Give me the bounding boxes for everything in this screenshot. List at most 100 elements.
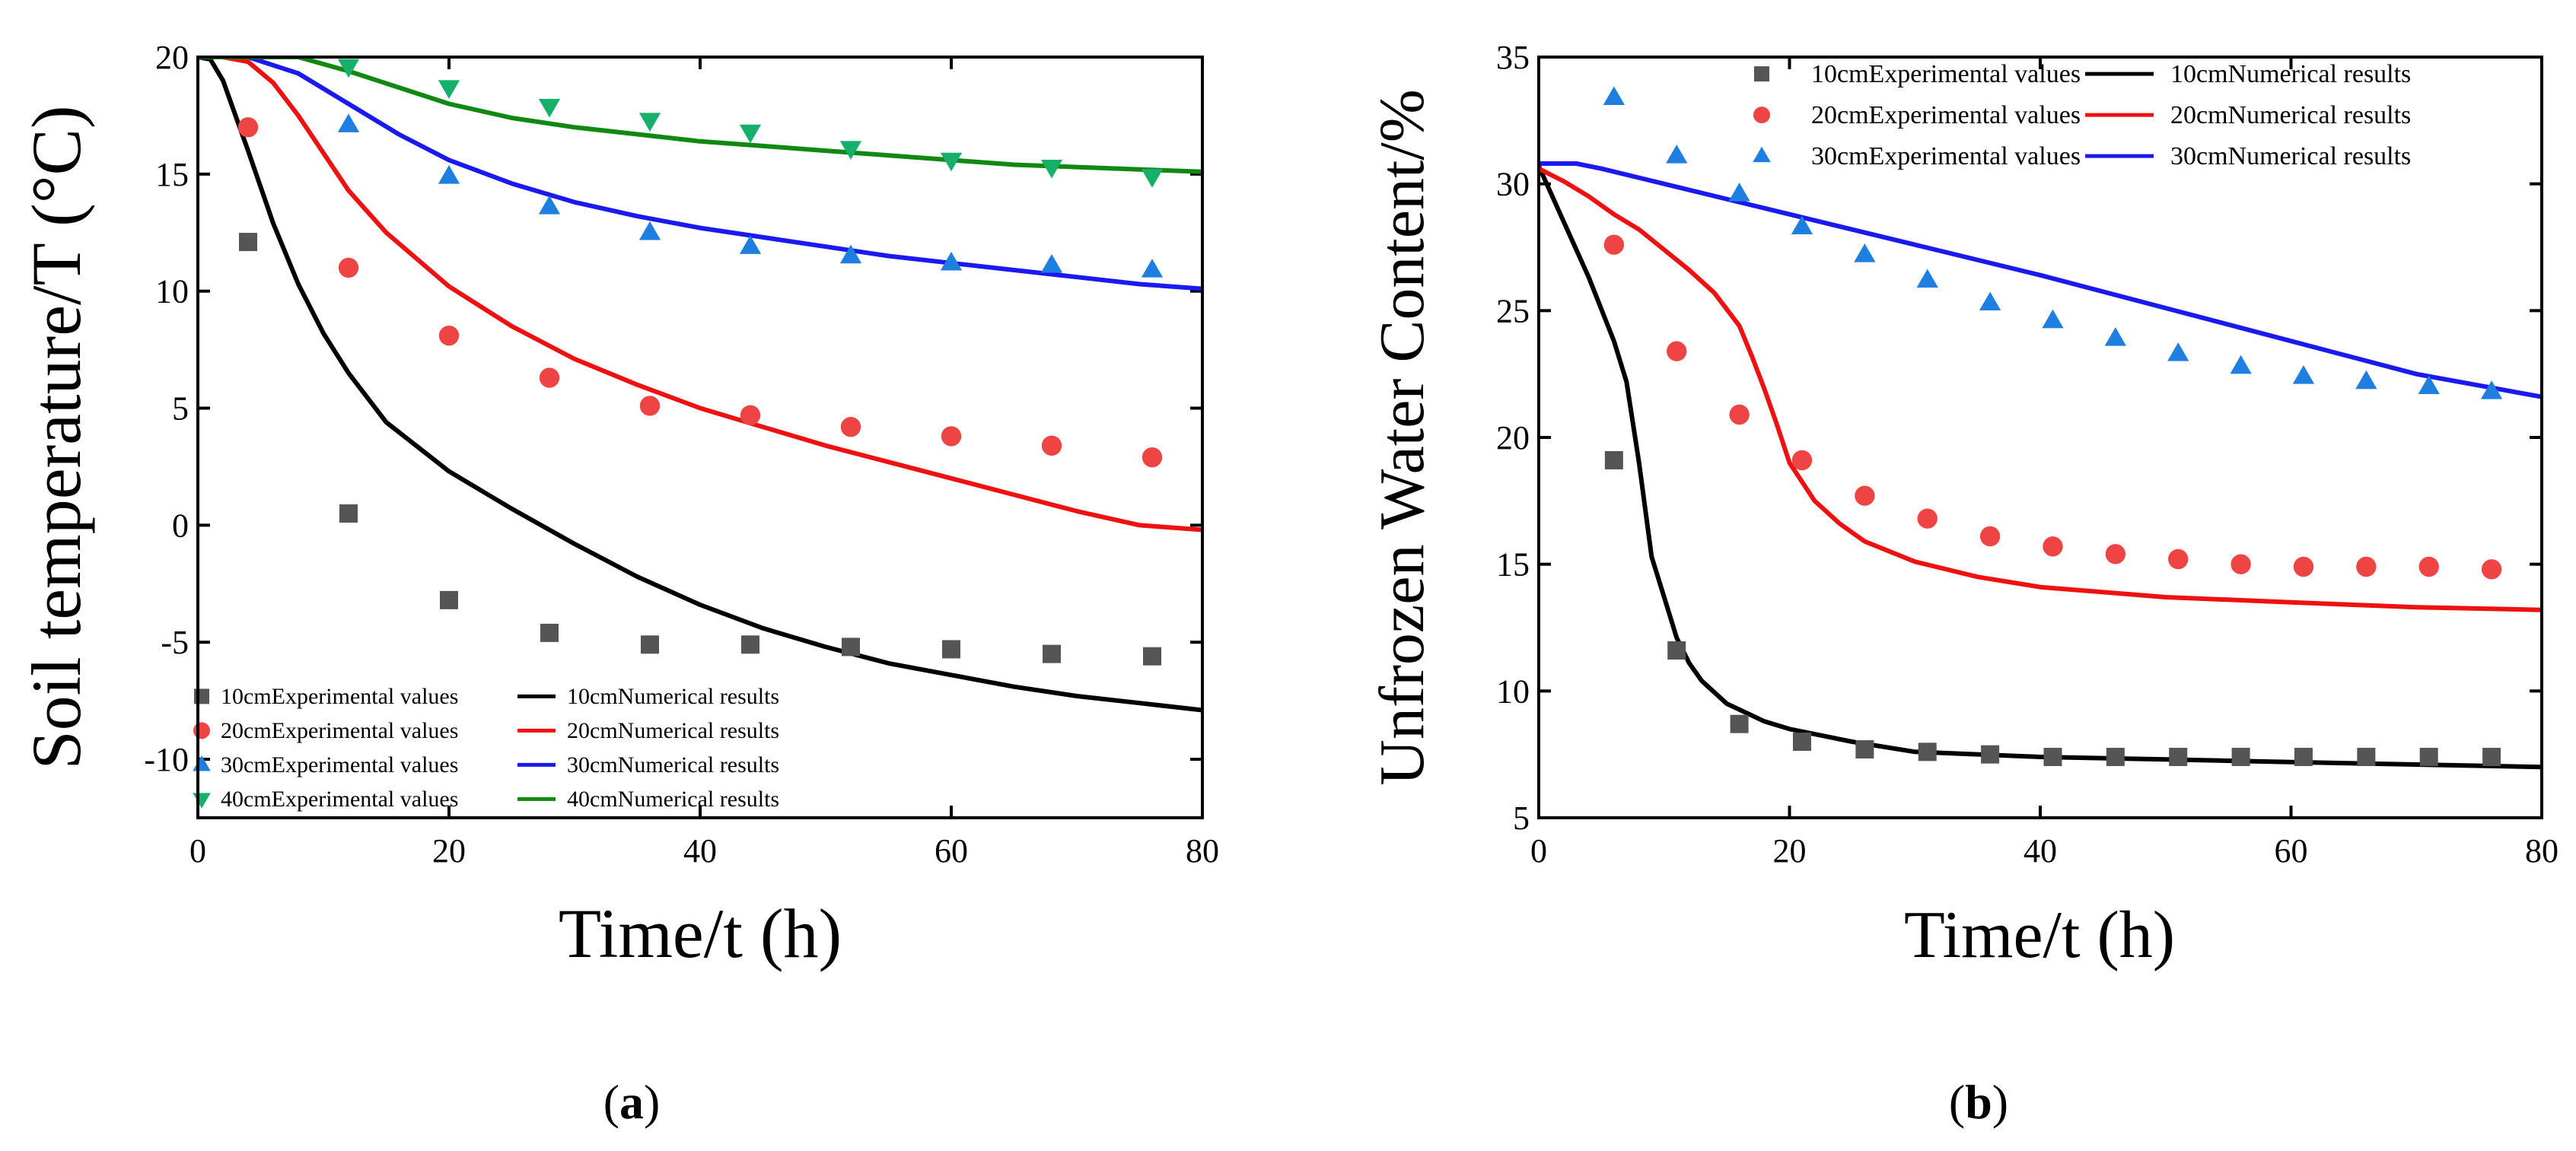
data-point-a-3 (538, 98, 561, 118)
data-point-b-0 (2294, 748, 2313, 766)
data-point-a-3 (940, 152, 963, 172)
y-tick-label-a: 20 (155, 39, 189, 76)
data-point-b-2 (2355, 370, 2377, 389)
data-point-a-0 (842, 638, 860, 657)
data-point-b-1 (1855, 485, 1875, 506)
data-point-b-0 (2482, 748, 2501, 766)
data-point-b-0 (1981, 745, 2000, 764)
data-point-b-0 (2231, 748, 2250, 766)
legend-label-num-b-2: 30cmNumerical results (2170, 142, 2411, 170)
x-tick-label-b: 20 (1773, 832, 1807, 870)
x-tick-label-b: 40 (2024, 832, 2057, 870)
data-point-a-2 (337, 113, 360, 132)
data-point-b-0 (1855, 740, 1874, 758)
data-point-a-0 (540, 623, 559, 642)
data-point-a-0 (942, 640, 960, 659)
data-point-b-1 (2293, 556, 2314, 577)
data-point-b-2 (2167, 342, 2189, 361)
data-point-a-1 (237, 117, 259, 138)
legend-marker-a-2 (193, 755, 211, 771)
series-line-a-3 (198, 57, 1202, 174)
data-point-a-1 (941, 426, 962, 447)
data-point-b-2 (1791, 215, 1813, 235)
data-point-a-3 (839, 141, 862, 160)
data-point-a-1 (438, 325, 460, 346)
data-point-b-1 (1603, 234, 1625, 255)
data-point-a-1 (338, 257, 359, 278)
legend-label-exp-a-3: 40cmExperimental values (221, 787, 458, 812)
data-point-a-2 (438, 165, 460, 184)
series-line-a-0 (198, 57, 1202, 713)
data-point-a-2 (940, 251, 963, 271)
series-line-b-0 (1539, 165, 2542, 770)
legend-b: 10cmExperimental values 10cmNumerical res… (1753, 60, 2411, 170)
x-tick-label-a: 40 (683, 832, 717, 870)
x-axis-title-a: Time/t (h) (559, 895, 842, 972)
panel-label-b: (b) (1949, 1075, 2008, 1129)
panel-label-b-close: ) (1992, 1075, 2008, 1129)
legend-marker-b-1 (1753, 107, 1770, 124)
data-point-b-0 (1730, 714, 1749, 733)
data-point-a-0 (641, 635, 659, 654)
series-line-a-1 (198, 57, 1202, 533)
data-point-a-1 (1142, 447, 1163, 468)
y-tick-label-a: -5 (161, 624, 189, 661)
y-axis-title-b: Unfrozen Water Content/% (1367, 89, 1438, 785)
y-tick-label-a: 10 (155, 273, 189, 310)
legend-marker-b-0 (1754, 66, 1769, 82)
data-point-a-1 (840, 416, 861, 437)
data-point-b-1 (2168, 548, 2189, 570)
panel-label-a-open: ( (603, 1075, 619, 1129)
legend-label-num-a-0: 10cmNumerical results (567, 684, 779, 709)
data-point-a-0 (239, 233, 257, 252)
legend-label-exp-b-2: 30cmExperimental values (1811, 142, 2081, 170)
data-point-a-2 (1141, 259, 1164, 278)
data-point-a-3 (438, 80, 460, 99)
data-point-a-0 (1043, 644, 1061, 663)
legend-marker-b-2 (1753, 146, 1771, 163)
data-point-a-2 (638, 221, 661, 240)
data-point-a-3 (1040, 159, 1063, 179)
y-tick-label-b: 30 (1496, 166, 1530, 203)
panel-label-a-close: ) (644, 1075, 660, 1129)
series-line-b-2 (1539, 161, 2542, 399)
data-point-b-2 (1916, 269, 1938, 288)
data-point-b-0 (2043, 748, 2062, 766)
data-point-b-2 (1979, 291, 2001, 311)
data-point-b-2 (2230, 355, 2252, 374)
data-point-b-1 (2356, 556, 2377, 577)
legend-label-exp-b-0: 10cmExperimental values (1811, 60, 2081, 88)
y-tick-label-b: 20 (1496, 419, 1530, 456)
data-point-b-1 (1729, 404, 1750, 425)
data-point-b-2 (1666, 145, 1688, 164)
x-tick-label-a: 60 (935, 832, 968, 870)
x-axis-title-b: Time/t (h) (1904, 898, 2175, 972)
data-point-b-1 (1917, 508, 1938, 529)
x-tick-label-b: 0 (1530, 832, 1547, 870)
data-point-b-1 (2481, 559, 2502, 580)
data-point-b-2 (2042, 309, 2064, 329)
data-point-b-1 (1667, 341, 1687, 361)
data-point-b-1 (2043, 536, 2063, 557)
data-point-b-0 (2419, 748, 2438, 766)
legend-label-num-a-2: 30cmNumerical results (567, 752, 779, 777)
y-tick-label-b: 10 (1496, 672, 1530, 710)
legend-label-exp-b-1: 20cmExperimental values (1811, 101, 2081, 129)
y-tick-label-a: -10 (144, 741, 189, 778)
legend-marker-a-1 (193, 722, 210, 739)
chart-panel-a: 0 20 40 60 80 -10 -5 0 5 10 15 20 10cmExperimental v… (18, 39, 1219, 1129)
y-tick-label-a: 0 (172, 507, 189, 544)
legend-marker-a-3 (193, 793, 211, 809)
y-tick-label-b: 35 (1496, 39, 1530, 76)
x-tick-label-a: 80 (1186, 832, 1219, 870)
data-point-a-2 (739, 235, 762, 254)
data-point-b-2 (1854, 243, 1876, 262)
y-tick-label-a: 5 (172, 390, 189, 428)
plot-frame-a (196, 56, 1204, 819)
x-tick-label-b: 60 (2275, 832, 2308, 870)
chart-panel-b: 0 20 40 60 80 5 10 15 20 25 30 35 10cmExperimental v… (1367, 39, 2558, 1129)
series-line-b-1 (1539, 167, 2542, 612)
data-point-a-2 (839, 244, 862, 264)
panel-label-a-letter: a (619, 1075, 644, 1129)
